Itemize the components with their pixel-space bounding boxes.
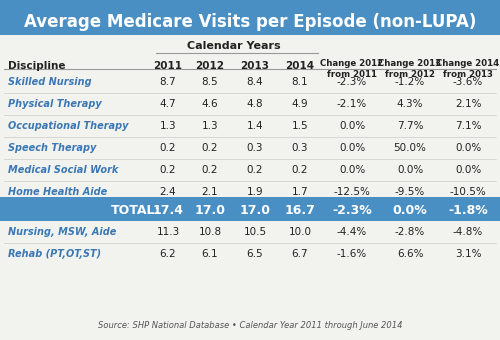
Text: 1.5: 1.5 (292, 121, 308, 131)
Text: -4.4%: -4.4% (337, 227, 367, 237)
Text: 6.7: 6.7 (292, 249, 308, 259)
Text: 0.2: 0.2 (160, 143, 176, 153)
Text: 0.3: 0.3 (292, 143, 308, 153)
Text: Calendar Years: Calendar Years (187, 41, 281, 51)
Text: 1.3: 1.3 (160, 121, 176, 131)
Text: -2.3%: -2.3% (332, 204, 372, 217)
FancyBboxPatch shape (0, 197, 500, 221)
Text: 6.2: 6.2 (160, 249, 176, 259)
Text: 4.7: 4.7 (160, 99, 176, 109)
Text: 0.3: 0.3 (247, 143, 263, 153)
Text: 1.4: 1.4 (246, 121, 264, 131)
Text: -4.8%: -4.8% (453, 227, 483, 237)
Text: 8.4: 8.4 (246, 77, 264, 87)
Text: Change 2014
from 2013: Change 2014 from 2013 (436, 59, 500, 79)
Text: TOTAL:: TOTAL: (110, 204, 160, 217)
Text: 4.9: 4.9 (292, 99, 308, 109)
Text: 2013: 2013 (240, 61, 270, 71)
Text: 17.4: 17.4 (152, 204, 184, 217)
Text: Source: SHP National Database • Calendar Year 2011 through June 2014: Source: SHP National Database • Calendar… (98, 321, 402, 330)
Text: 7.1%: 7.1% (455, 121, 481, 131)
Text: -2.3%: -2.3% (337, 77, 367, 87)
Text: -10.5%: -10.5% (450, 187, 486, 197)
Text: Medical Social Work: Medical Social Work (8, 165, 118, 175)
Text: 1.3: 1.3 (202, 121, 218, 131)
Text: 4.6: 4.6 (202, 99, 218, 109)
Text: 0.0%: 0.0% (455, 165, 481, 175)
Text: 10.8: 10.8 (198, 227, 222, 237)
Text: 3.1%: 3.1% (455, 249, 481, 259)
Text: 17.0: 17.0 (240, 204, 270, 217)
Text: 0.0%: 0.0% (339, 143, 365, 153)
Text: 2012: 2012 (196, 61, 224, 71)
Text: Rehab (PT,OT,ST): Rehab (PT,OT,ST) (8, 249, 101, 259)
Text: 2014: 2014 (286, 61, 314, 71)
Text: -9.5%: -9.5% (395, 187, 425, 197)
Text: Change 2013
from 2012: Change 2013 from 2012 (378, 59, 442, 79)
Text: Speech Therapy: Speech Therapy (8, 143, 96, 153)
Text: 6.6%: 6.6% (397, 249, 423, 259)
Text: 0.0%: 0.0% (339, 165, 365, 175)
Text: 0.0%: 0.0% (339, 121, 365, 131)
Text: 2.1: 2.1 (202, 187, 218, 197)
FancyBboxPatch shape (0, 0, 500, 35)
Text: 17.0: 17.0 (194, 204, 226, 217)
Text: Change 2012
from 2011: Change 2012 from 2011 (320, 59, 384, 79)
Text: Occupational Therapy: Occupational Therapy (8, 121, 128, 131)
Text: -2.8%: -2.8% (395, 227, 425, 237)
Text: 0.2: 0.2 (160, 165, 176, 175)
Text: 0.0%: 0.0% (455, 143, 481, 153)
Text: 10.5: 10.5 (244, 227, 266, 237)
Text: 6.5: 6.5 (246, 249, 264, 259)
Text: 4.3%: 4.3% (397, 99, 423, 109)
Text: 6.1: 6.1 (202, 249, 218, 259)
Text: 2011: 2011 (154, 61, 182, 71)
Text: Skilled Nursing: Skilled Nursing (8, 77, 91, 87)
Text: 4.8: 4.8 (246, 99, 264, 109)
Text: 1.7: 1.7 (292, 187, 308, 197)
Text: -1.2%: -1.2% (395, 77, 425, 87)
Text: 8.1: 8.1 (292, 77, 308, 87)
Text: 0.2: 0.2 (247, 165, 263, 175)
Text: 16.7: 16.7 (284, 204, 316, 217)
Text: Average Medicare Visits per Episode (non-LUPA): Average Medicare Visits per Episode (non… (24, 13, 476, 31)
Text: 50.0%: 50.0% (394, 143, 426, 153)
Text: 0.2: 0.2 (202, 165, 218, 175)
Text: 0.0%: 0.0% (397, 165, 423, 175)
Text: 2.1%: 2.1% (455, 99, 481, 109)
Text: Discipline: Discipline (8, 61, 66, 71)
Text: 8.5: 8.5 (202, 77, 218, 87)
Text: -3.6%: -3.6% (453, 77, 483, 87)
Text: 8.7: 8.7 (160, 77, 176, 87)
Text: -2.1%: -2.1% (337, 99, 367, 109)
Text: 0.0%: 0.0% (392, 204, 428, 217)
Text: -1.6%: -1.6% (337, 249, 367, 259)
Text: Physical Therapy: Physical Therapy (8, 99, 102, 109)
Text: 0.2: 0.2 (292, 165, 308, 175)
Text: 2.4: 2.4 (160, 187, 176, 197)
Text: 7.7%: 7.7% (397, 121, 423, 131)
Text: -1.8%: -1.8% (448, 204, 488, 217)
Text: Home Health Aide: Home Health Aide (8, 187, 107, 197)
Text: 10.0: 10.0 (288, 227, 312, 237)
Text: Nursing, MSW, Aide: Nursing, MSW, Aide (8, 227, 117, 237)
Text: 1.9: 1.9 (246, 187, 264, 197)
Text: 0.2: 0.2 (202, 143, 218, 153)
Text: -12.5%: -12.5% (334, 187, 370, 197)
Text: 11.3: 11.3 (156, 227, 180, 237)
